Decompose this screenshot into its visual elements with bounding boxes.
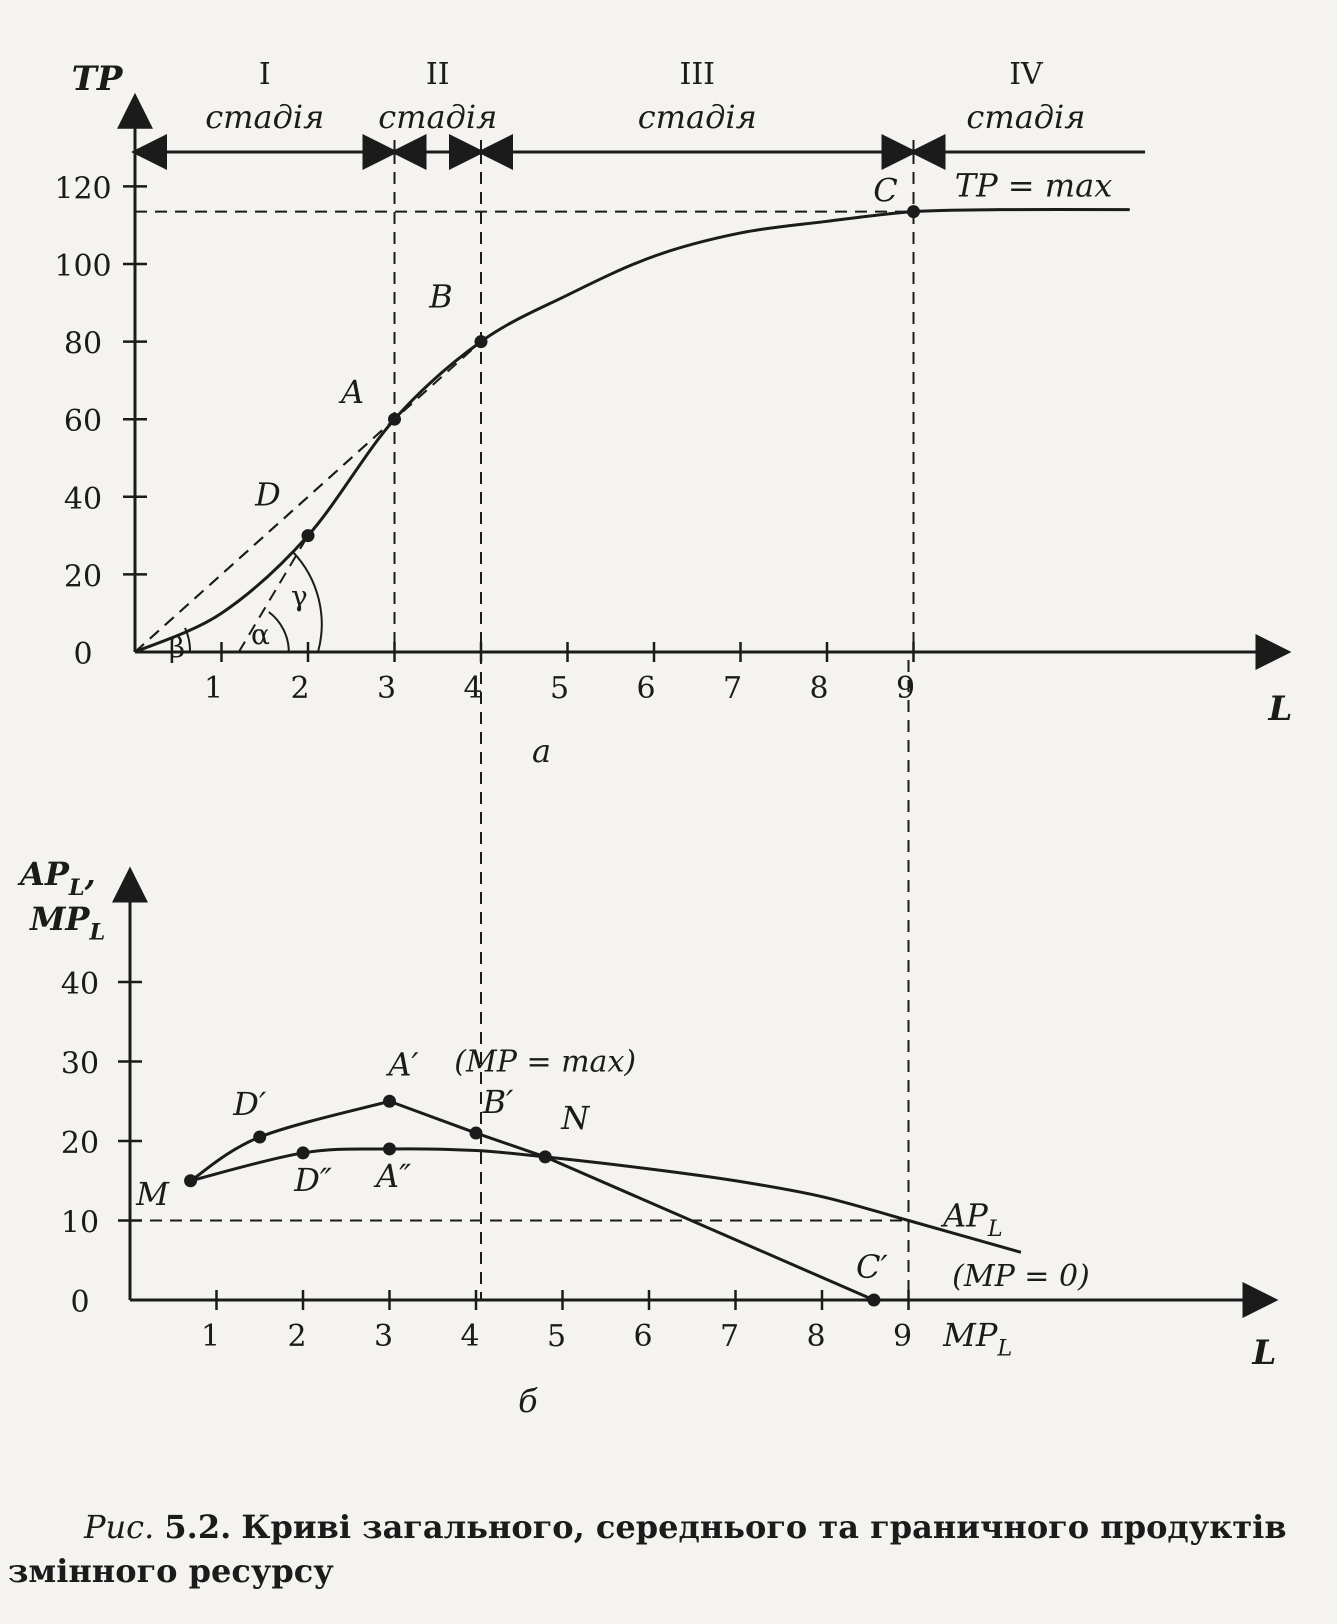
stage-numeral: I (259, 57, 271, 92)
ray-OA (134, 418, 396, 653)
stage-word: стадія (966, 98, 1085, 136)
caption-text-2: змінного ресурсу (8, 1552, 334, 1590)
mp-curve-rise (189, 1099, 390, 1183)
point-A (388, 412, 401, 426)
point-D′ (253, 1130, 267, 1144)
point-label-D: D (254, 476, 281, 514)
y-tick-label: 60 (64, 404, 102, 439)
annotation-mp-max: (MP = max) (454, 1045, 636, 1080)
series-name-ap: APL (940, 1196, 1003, 1242)
y-tick-label: 100 (54, 249, 111, 284)
x-tick-label: 5 (547, 1319, 566, 1354)
x-tick-label: 5 (550, 671, 569, 706)
panel-label: б (518, 1382, 538, 1420)
caption-number: 5.2. (164, 1508, 232, 1546)
x-tick-label: 4 (463, 671, 482, 706)
x-tick-label: 8 (806, 1319, 825, 1354)
tp-curve (134, 208, 1130, 654)
y-axis-label: TP (72, 59, 124, 99)
x-tick-label: 7 (723, 671, 742, 706)
point-B (474, 335, 488, 349)
stage-numeral: II (426, 57, 450, 92)
point-label-A: A (338, 373, 364, 411)
figure-caption: Рис. 5.2. Криві загального, середнього т… (8, 1505, 1329, 1593)
x-tick-label: 3 (374, 1319, 393, 1354)
series-name-mp: MPL (942, 1316, 1012, 1362)
stage-word: стадія (638, 98, 757, 136)
y-axis-label-2: MPL (29, 900, 105, 946)
ray-OB (134, 340, 482, 653)
angle-beta: β (169, 631, 185, 664)
x-tick-label: 6 (636, 671, 655, 706)
point-label: M (135, 1175, 170, 1213)
point-N (538, 1150, 552, 1164)
y-tick-label: 0 (70, 1285, 89, 1320)
point-A″ (383, 1142, 396, 1156)
x-tick-label: 9 (893, 1319, 912, 1354)
point-label: D″ (293, 1161, 332, 1199)
point-label: N (560, 1099, 590, 1137)
point-label-C: C (873, 172, 897, 210)
x-tick-label: 1 (204, 671, 223, 706)
ap-curve (190, 1147, 1022, 1254)
y-tick-label: 40 (61, 967, 99, 1002)
stage-numeral: III (679, 57, 715, 92)
tp-max-label: TP = max (955, 166, 1113, 204)
tangent-D (237, 535, 309, 653)
angle-arc (268, 611, 290, 653)
point-label: A′ (385, 1045, 419, 1083)
angle-alpha: α (251, 618, 270, 651)
angle-arc (292, 551, 323, 653)
x-tick-label: 6 (633, 1319, 652, 1354)
x-axis-label: L (1267, 689, 1292, 729)
x-tick-label: 8 (809, 671, 828, 706)
x-tick-label: 3 (377, 671, 396, 706)
point-D″ (296, 1146, 310, 1160)
annotation-mp-zero: (MP = 0) (952, 1259, 1090, 1294)
point-M (184, 1174, 198, 1188)
y-axis-label-1: APL, (17, 855, 96, 901)
y-tick-label: 10 (61, 1206, 99, 1241)
x-axis-label: L (1251, 1333, 1276, 1373)
y-tick-label: 20 (61, 1126, 99, 1161)
point-C′ (867, 1293, 881, 1307)
x-tick-label: 4 (460, 1319, 479, 1354)
angle-arc (184, 627, 192, 653)
stage-word: стадія (205, 98, 324, 136)
stage-word: стадія (378, 98, 497, 136)
point-label: A″ (373, 1157, 411, 1195)
caption-text: Криві загального, середнього та гранично… (241, 1508, 1287, 1546)
x-tick-label: 1 (201, 1319, 220, 1354)
x-tick-label: 2 (290, 671, 309, 706)
panel-label: а (532, 732, 551, 770)
point-B′ (469, 1126, 483, 1140)
y-tick-label: 120 (54, 171, 111, 206)
stage-numeral: IV (1009, 57, 1044, 92)
caption-prefix: Рис. (84, 1508, 155, 1546)
mp-curve-fall (388, 1099, 875, 1302)
point-D (301, 529, 315, 543)
point-C (907, 205, 920, 219)
y-tick-label: 40 (64, 482, 102, 517)
y-tick-label: 20 (64, 559, 102, 594)
y-tick-label: 30 (61, 1047, 99, 1082)
point-A′ (383, 1094, 396, 1108)
x-tick-label: 7 (720, 1319, 739, 1354)
point-label: B′ (482, 1083, 515, 1121)
point-label: C′ (856, 1248, 888, 1286)
point-label: D′ (232, 1085, 267, 1123)
x-tick-label: 9 (896, 671, 915, 706)
y-tick-label: 0 (73, 637, 92, 672)
point-label-B: B (428, 278, 453, 316)
x-tick-label: 2 (287, 1319, 306, 1354)
angle-gamma: γ (291, 579, 308, 612)
y-tick-label: 80 (64, 327, 102, 362)
